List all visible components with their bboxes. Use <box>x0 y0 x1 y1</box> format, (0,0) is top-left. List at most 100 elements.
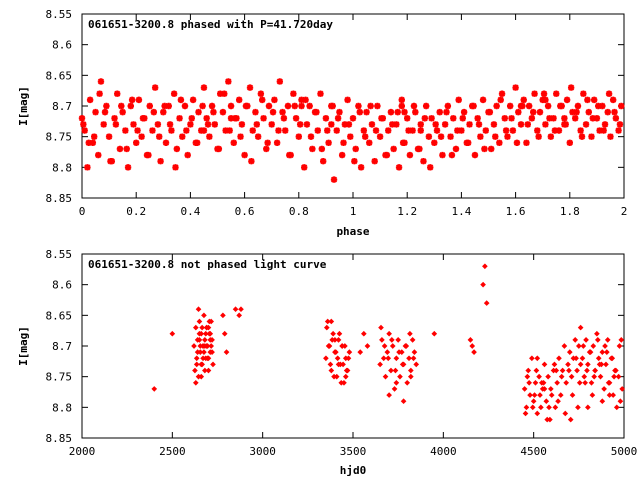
phased-data-point <box>517 102 525 110</box>
unphased-data-point <box>576 379 583 386</box>
phased-data-point <box>443 108 450 116</box>
unphased-data-point <box>397 373 403 380</box>
phased-data-points <box>78 78 625 183</box>
phased-data-point <box>162 139 170 146</box>
phased-plot: 0 0.2 0.4 0.6 0.8 1 1.2 1.4 1.6 1.8 2 8.55 8.6 8.65 8.… <box>17 8 627 238</box>
phased-data-point <box>318 145 326 153</box>
phased-data-point <box>374 102 381 110</box>
phased-data-point <box>553 90 560 97</box>
phased-data-point <box>165 102 172 110</box>
phased-data-point <box>172 164 179 171</box>
phased-data-point <box>241 151 248 159</box>
phased-data-point <box>128 96 136 104</box>
unphased-data-point <box>406 355 412 362</box>
phased-data-point <box>406 151 414 159</box>
unphased-data-point <box>210 361 216 368</box>
unphased-plot: 2000 2500 3000 3500 4000 4500 5000 8.55 8.6 8.65 8… <box>17 248 637 477</box>
unphased-data-point <box>339 343 345 349</box>
phased-data-point <box>273 139 281 146</box>
phased-data-point <box>271 96 278 104</box>
phased-data-point <box>422 102 430 110</box>
phased-data-point <box>151 84 159 91</box>
phased-data-point <box>340 139 347 146</box>
phased-data-point <box>607 133 614 140</box>
unphased-data-point <box>613 367 619 374</box>
phased-data-point <box>390 145 397 153</box>
unphased-data-point <box>223 349 230 355</box>
phased-data-point <box>336 108 343 116</box>
unphased-data-point <box>559 367 566 374</box>
phased-data-point <box>450 115 457 122</box>
unphased-data-point <box>562 410 569 417</box>
unphased-data-point <box>207 330 214 337</box>
unphased-data-point <box>567 416 574 423</box>
phased-data-point <box>524 121 531 128</box>
phased-data-point <box>482 127 489 134</box>
phased-data-point <box>395 164 403 171</box>
phased-data-point <box>360 127 368 134</box>
phased-data-point <box>248 158 255 165</box>
phased-data-point <box>276 78 284 85</box>
unphased-data-point <box>334 355 341 362</box>
unphased-data-point <box>601 386 607 392</box>
unphased-data-point <box>480 281 486 288</box>
unphased-data-point <box>556 355 562 362</box>
unphased-x-axis-label: hjd0 <box>340 464 367 477</box>
phased-data-point <box>578 133 586 140</box>
phased-data-point <box>334 115 342 122</box>
phased-data-point <box>357 164 365 171</box>
unphased-data-point <box>413 361 420 368</box>
phased-data-point <box>291 102 298 110</box>
phased-data-point <box>189 96 197 104</box>
unphased-data-point <box>410 355 417 362</box>
phased-data-point <box>433 127 441 134</box>
phased-data-point <box>215 145 223 153</box>
phased-data-point <box>254 133 262 140</box>
unphased-data-point <box>527 392 533 398</box>
phased-data-point <box>231 115 239 122</box>
phased-data-point <box>286 151 293 159</box>
phased-data-point <box>542 121 549 128</box>
phased-data-point <box>338 151 346 159</box>
unphased-data-point <box>393 355 400 362</box>
phased-data-point <box>490 121 498 128</box>
phased-data-point <box>584 96 591 104</box>
unphased-x-tick-label: 4000 <box>430 445 457 458</box>
phased-data-point <box>161 102 168 110</box>
phased-data-point <box>437 133 445 140</box>
unphased-data-point <box>611 373 617 380</box>
phased-data-point <box>133 139 140 146</box>
phased-data-point <box>427 164 434 171</box>
phased-data-point <box>501 115 508 122</box>
unphased-data-point <box>206 318 213 325</box>
phased-data-point <box>309 145 316 153</box>
unphased-data-point <box>524 373 531 380</box>
phased-data-point <box>97 78 105 85</box>
unphased-data-point <box>551 361 558 368</box>
phased-data-point <box>488 145 495 153</box>
phased-data-point <box>103 102 110 110</box>
unphased-data-point <box>340 361 346 368</box>
unphased-data-point <box>483 300 490 306</box>
phased-data-point <box>252 108 259 116</box>
phased-data-point <box>298 96 305 104</box>
phased-data-point <box>458 127 465 134</box>
unphased-data-point <box>201 349 207 355</box>
unphased-data-point <box>403 343 410 349</box>
unphased-x-tick-label: 4500 <box>520 445 547 458</box>
phased-data-point <box>242 102 250 110</box>
unphased-data-point <box>581 373 588 380</box>
unphased-data-point <box>541 386 548 392</box>
phased-data-point <box>107 158 114 165</box>
phased-data-point <box>96 90 103 97</box>
unphased-data-point <box>381 343 388 349</box>
unphased-data-point <box>569 392 576 398</box>
phased-data-point <box>475 121 483 128</box>
phased-data-point <box>325 139 332 146</box>
phased-data-point <box>464 139 472 146</box>
phased-data-point <box>204 121 212 128</box>
unphased-data-point <box>595 355 602 362</box>
unphased-data-point <box>482 263 488 270</box>
phased-data-point <box>441 121 449 128</box>
